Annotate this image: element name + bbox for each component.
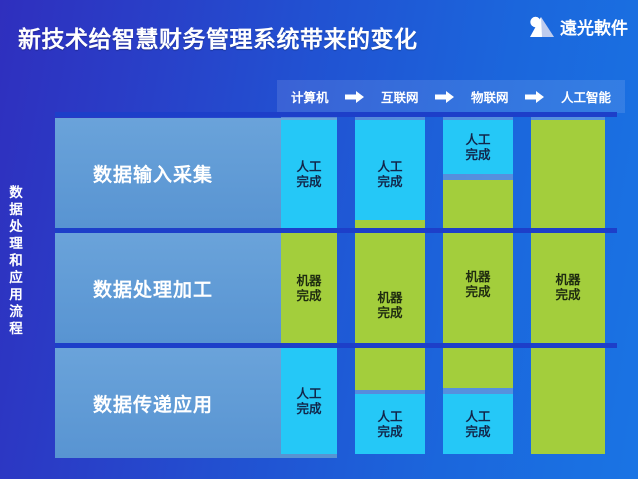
matrix-cell-c2-r2: 人工 完成: [443, 394, 513, 454]
matrix-cell-c0-r1: 机器 完成: [281, 233, 337, 343]
brand-logo-text: 遠光軟件: [560, 19, 628, 39]
matrix-cell-label: 机器 完成: [296, 273, 322, 303]
row-label-text: 数据传递应用: [93, 393, 214, 416]
timeline-item-1: 互联网: [380, 90, 419, 105]
row-separator-1: [55, 228, 617, 233]
row-separator-2: [55, 343, 617, 348]
arrow-right-icon: [344, 90, 364, 103]
timeline-item-3: 人工智能: [560, 90, 611, 105]
mountain-circle-logo-icon: [530, 16, 554, 37]
matrix-cell-label: 人工 完成: [377, 409, 403, 439]
matrix-cell-c2-r0: 人工 完成: [443, 120, 513, 174]
matrix-cell-c1-r0: 人工 完成: [355, 120, 425, 228]
brand-logo: 遠光軟件: [527, 14, 628, 39]
row-separator-top: [55, 112, 617, 117]
row-label-text: 数据处理加工: [93, 278, 214, 301]
row-label-text: 数据输入采集: [93, 163, 214, 186]
page-title: 新技术给智慧财务管理系统带来的变化: [18, 27, 418, 53]
matrix-cell-label: 机器 完成: [377, 290, 403, 320]
matrix-cell-c2-r1: 机器 完成: [443, 180, 513, 388]
process-matrix: 数据输入采集 数据处理加工 数据传递应用 人工 完成 机器 完成 人工 完成 人…: [55, 112, 617, 458]
matrix-cell-label: 机器 完成: [555, 272, 581, 302]
arrow-right-icon: [434, 90, 454, 103]
matrix-cell-label: 人工 完成: [296, 386, 322, 416]
timeline-item-2: 物联网: [470, 90, 509, 105]
matrix-cell-c1-r2: 人工 完成: [355, 394, 425, 454]
matrix-cell-c0-r0: 人工 完成: [281, 120, 337, 228]
matrix-cell-label: 人工 完成: [465, 132, 491, 162]
technology-timeline: 计算机 互联网 物联网 人工智能: [277, 80, 625, 113]
matrix-cell-label: 人工 完成: [296, 159, 322, 189]
matrix-cell-label: 人工 完成: [465, 409, 491, 439]
matrix-cell-c1-r1: 机器 完成: [355, 220, 425, 390]
timeline-item-0: 计算机: [291, 90, 329, 105]
matrix-cell-label: 机器 完成: [465, 269, 491, 299]
slide-header: 新技术给智慧财务管理系统带来的变化 遠光軟件: [0, 0, 638, 64]
matrix-cell-label: 人工 完成: [377, 159, 403, 189]
vertical-axis-label: 数据处理和应用流程: [9, 185, 23, 337]
matrix-cell-c3-r1: 机器 完成: [531, 120, 605, 454]
matrix-cell-c0-r2: 人工 完成: [281, 348, 337, 454]
arrow-right-icon: [524, 90, 544, 103]
